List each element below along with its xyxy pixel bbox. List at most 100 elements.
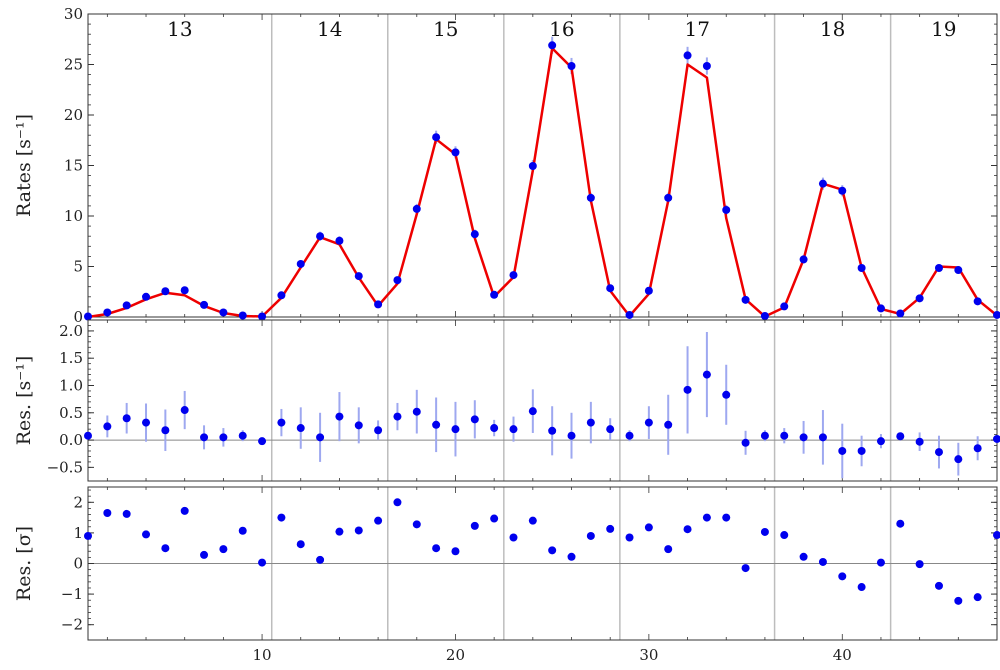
data-point [606, 425, 615, 434]
data-point [528, 516, 537, 525]
data-point [664, 545, 673, 554]
data-point [219, 308, 228, 317]
data-point [838, 446, 847, 455]
data-point [509, 425, 518, 434]
data-point [180, 286, 189, 295]
y-tick-label: 1.0 [59, 376, 83, 394]
y-tick-label: −0.5 [47, 458, 83, 476]
data-point [393, 498, 402, 507]
data-point [818, 433, 827, 442]
data-point [238, 311, 247, 320]
data-point [432, 133, 441, 142]
data-point [142, 418, 151, 427]
data-point [316, 555, 325, 564]
y-tick-label: 0 [73, 308, 83, 326]
data-point [702, 370, 711, 379]
data-point [548, 546, 557, 555]
x-tick-label: 20 [446, 646, 465, 664]
data-point [838, 186, 847, 195]
data-point [142, 530, 151, 539]
data-point [915, 560, 924, 569]
data-point [760, 431, 769, 440]
data-point [354, 421, 363, 430]
data-point [374, 516, 383, 525]
data-point [896, 309, 905, 318]
data-point [644, 418, 653, 427]
data-point [857, 583, 866, 592]
segment-label: 18 [820, 17, 845, 41]
data-point [722, 513, 731, 522]
segment-label: 17 [684, 17, 709, 41]
y-axis-label: Res. [s⁻¹] [13, 356, 35, 446]
data-point [258, 437, 267, 446]
data-point [122, 509, 131, 518]
data-point [84, 431, 92, 440]
segment-label: 13 [167, 17, 192, 41]
data-point [84, 312, 92, 321]
data-point [316, 433, 325, 442]
data-point [625, 310, 634, 319]
y-tick-label: 0 [73, 555, 83, 573]
data-point [490, 424, 499, 433]
data-point [161, 287, 170, 296]
normalized-residuals-panel: −2 −1 0 1 2 Res. [σ] 10 20 30 40 [13, 486, 1000, 664]
y-tick-label: 30 [64, 5, 83, 23]
data-point [722, 205, 731, 214]
y-tick-label: 5 [73, 258, 83, 276]
data-point [296, 540, 305, 549]
y-tick-label: 20 [64, 106, 83, 124]
data-point [973, 297, 982, 306]
data-point [876, 437, 885, 446]
data-point [200, 550, 209, 559]
data-point [432, 544, 441, 553]
data-point [548, 41, 557, 50]
data-point [122, 301, 131, 310]
data-point [490, 514, 499, 523]
data-point [606, 284, 615, 293]
data-point [625, 533, 634, 542]
data-point [625, 431, 634, 440]
data-point [876, 304, 885, 313]
data-point [277, 513, 286, 522]
data-point [354, 272, 363, 281]
data-point [238, 526, 247, 535]
data-point [509, 271, 518, 280]
data-point [741, 564, 750, 573]
data-point [722, 390, 731, 399]
data-point [973, 593, 982, 602]
data-point [122, 414, 131, 423]
data-point [84, 531, 92, 540]
data-point [374, 300, 383, 309]
data-point [393, 276, 402, 285]
data-point [103, 308, 112, 317]
model-line [87, 47, 998, 319]
data-point [103, 422, 112, 431]
data-point [760, 527, 769, 536]
data-point [335, 527, 344, 536]
data-point [393, 412, 402, 421]
data-point [799, 433, 808, 442]
x-tick-label: 30 [639, 646, 658, 664]
data-point [838, 572, 847, 581]
data-point [780, 302, 789, 311]
data-point [896, 519, 905, 528]
data-point [586, 418, 595, 427]
y-tick-label: 10 [64, 207, 83, 225]
rates-panel: 0 5 10 15 20 25 30 Rates [s⁻¹] 13 14 15 16 17 18 19 [13, 5, 1000, 326]
data-point [664, 420, 673, 429]
data-point [741, 438, 750, 447]
data-point [934, 448, 943, 457]
data-point [644, 523, 653, 532]
y-tick-label: 25 [64, 56, 83, 74]
data-point [451, 547, 460, 556]
data-point [799, 255, 808, 264]
y-tick-label: −1 [61, 585, 83, 603]
data-point [934, 264, 943, 273]
y-axis-label: Rates [s⁻¹] [13, 114, 35, 217]
data-point [142, 292, 151, 301]
data-point [412, 520, 421, 529]
y-tick-label: −2 [61, 616, 83, 634]
data-point [528, 162, 537, 171]
data-point [857, 264, 866, 273]
